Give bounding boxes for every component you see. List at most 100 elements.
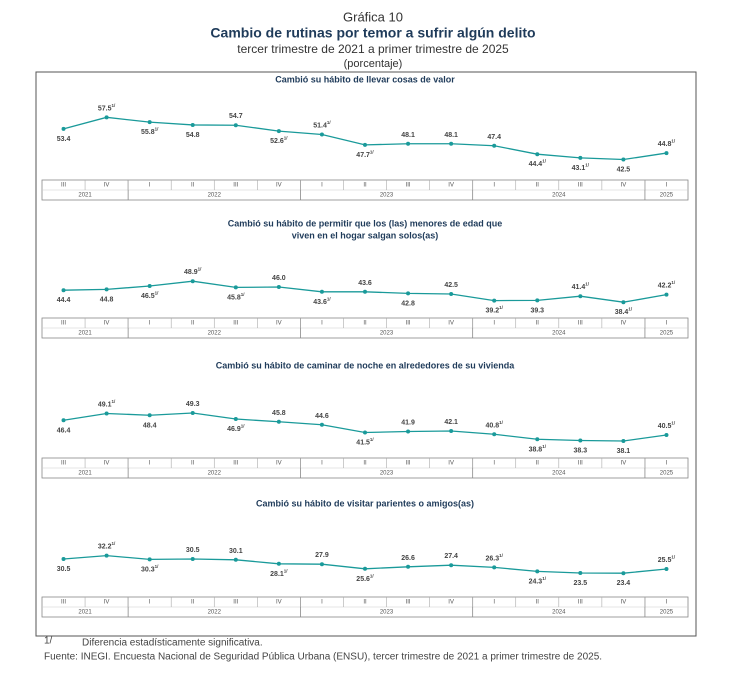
- value-label: 23.4: [617, 580, 631, 587]
- value-text: 38.8: [529, 446, 543, 453]
- value-note: 1/: [671, 280, 676, 285]
- chart-subtitle: tercer trimestre de 2021 a primer trimes…: [237, 42, 509, 56]
- value-text: 23.4: [617, 580, 631, 587]
- x-tick-label: IV: [448, 321, 454, 327]
- point: [319, 132, 324, 137]
- value-label: 38.1: [617, 448, 631, 455]
- x-tick-label: III: [61, 461, 66, 467]
- value-text: 39.2: [486, 307, 500, 314]
- value-note: 1/: [585, 163, 590, 168]
- panel-title: Cambió su hábito de caminar de noche en …: [216, 360, 516, 370]
- value-label: 32.21/: [98, 541, 116, 550]
- x-tick-label: II: [363, 321, 367, 327]
- year-label: 2024: [552, 471, 566, 477]
- value-label: 28.11/: [270, 568, 288, 577]
- value-text: 28.1: [270, 571, 284, 578]
- value-label: 41.51/: [356, 437, 374, 446]
- point: [578, 571, 583, 575]
- x-tick-label: I: [666, 183, 668, 189]
- value-note: 1/: [628, 307, 633, 312]
- value-text: 54.8: [186, 132, 200, 139]
- value-text: 32.2: [98, 543, 112, 550]
- year-label: 2025: [660, 471, 674, 477]
- point: [664, 292, 669, 297]
- value-note: 1/: [284, 568, 289, 573]
- value-note: 1/: [112, 399, 117, 404]
- point: [104, 287, 109, 292]
- value-text: 38.1: [617, 448, 631, 455]
- point: [104, 115, 109, 120]
- point: [363, 142, 367, 147]
- value-note: 1/: [499, 553, 504, 558]
- value-text: 44.8: [100, 296, 114, 303]
- point: [276, 561, 281, 566]
- point: [664, 151, 669, 156]
- value-text: 46.4: [57, 427, 71, 434]
- panel-title: Cambió su hábito de llevar cosas de valo…: [275, 74, 455, 84]
- point: [621, 571, 626, 576]
- value-label: 46.4: [57, 427, 71, 434]
- point: [147, 413, 152, 418]
- value-text: 54.7: [229, 113, 243, 120]
- point: [578, 155, 583, 160]
- value-label: 23.5: [574, 580, 588, 587]
- x-tick-label: III: [233, 183, 238, 189]
- value-text: 41.4: [572, 284, 586, 291]
- value-label: 38.3: [574, 447, 588, 454]
- value-text: 40.8: [486, 422, 500, 429]
- point: [233, 417, 238, 421]
- value-text: 55.8: [141, 129, 155, 136]
- value-label: 30.5: [186, 547, 200, 554]
- point: [190, 122, 195, 127]
- x-tick-label: III: [233, 461, 238, 467]
- x-tick-label: III: [578, 461, 583, 467]
- point: [147, 120, 152, 125]
- year-label: 2022: [208, 610, 222, 616]
- value-label: 27.9: [315, 552, 329, 559]
- x-tick-label: IV: [276, 321, 282, 327]
- value-label: 51.41/: [313, 120, 331, 129]
- chart-label: Gráfica 10: [343, 9, 403, 24]
- value-note: 1/: [542, 159, 547, 164]
- x-tick-label: IV: [621, 321, 627, 327]
- x-tick-label: II: [363, 600, 367, 606]
- value-label: 44.41/: [529, 159, 547, 168]
- value-note: 1/: [671, 421, 676, 426]
- point: [664, 433, 669, 437]
- value-label: 48.91/: [184, 267, 202, 276]
- point: [492, 143, 497, 148]
- x-tick-label: III: [61, 600, 66, 606]
- value-label: 25.61/: [356, 573, 374, 582]
- value-text: 25.6: [356, 576, 370, 583]
- point: [61, 418, 66, 423]
- year-label: 2021: [78, 193, 92, 199]
- x-tick-label: III: [61, 183, 66, 189]
- year-label: 2024: [552, 193, 566, 199]
- value-text: 40.5: [658, 423, 672, 430]
- x-tick-label: II: [536, 183, 540, 189]
- year-label: 2021: [78, 610, 92, 616]
- value-text: 42.8: [401, 300, 415, 307]
- x-tick-label: I: [149, 321, 151, 327]
- point: [535, 569, 540, 574]
- value-label: 24.31/: [529, 576, 547, 585]
- point: [492, 432, 497, 437]
- point: [535, 298, 540, 303]
- value-text: 41.9: [401, 419, 415, 426]
- point: [276, 419, 281, 424]
- x-tick-label: I: [149, 600, 151, 606]
- value-note: 1/: [112, 103, 117, 108]
- point: [664, 567, 669, 571]
- value-label: 38.81/: [529, 444, 547, 453]
- point: [190, 411, 195, 415]
- x-tick-label: II: [536, 461, 540, 467]
- value-label: 44.6: [315, 413, 329, 420]
- value-text: 48.1: [401, 132, 415, 139]
- value-label: 26.6: [401, 555, 415, 562]
- x-tick-label: IV: [621, 183, 627, 189]
- value-label: 54.7: [229, 113, 243, 120]
- value-text: 42.5: [617, 166, 631, 173]
- value-label: 46.51/: [141, 291, 159, 300]
- chart-title: Cambio de rutinas por temor a sufrir alg…: [210, 25, 535, 41]
